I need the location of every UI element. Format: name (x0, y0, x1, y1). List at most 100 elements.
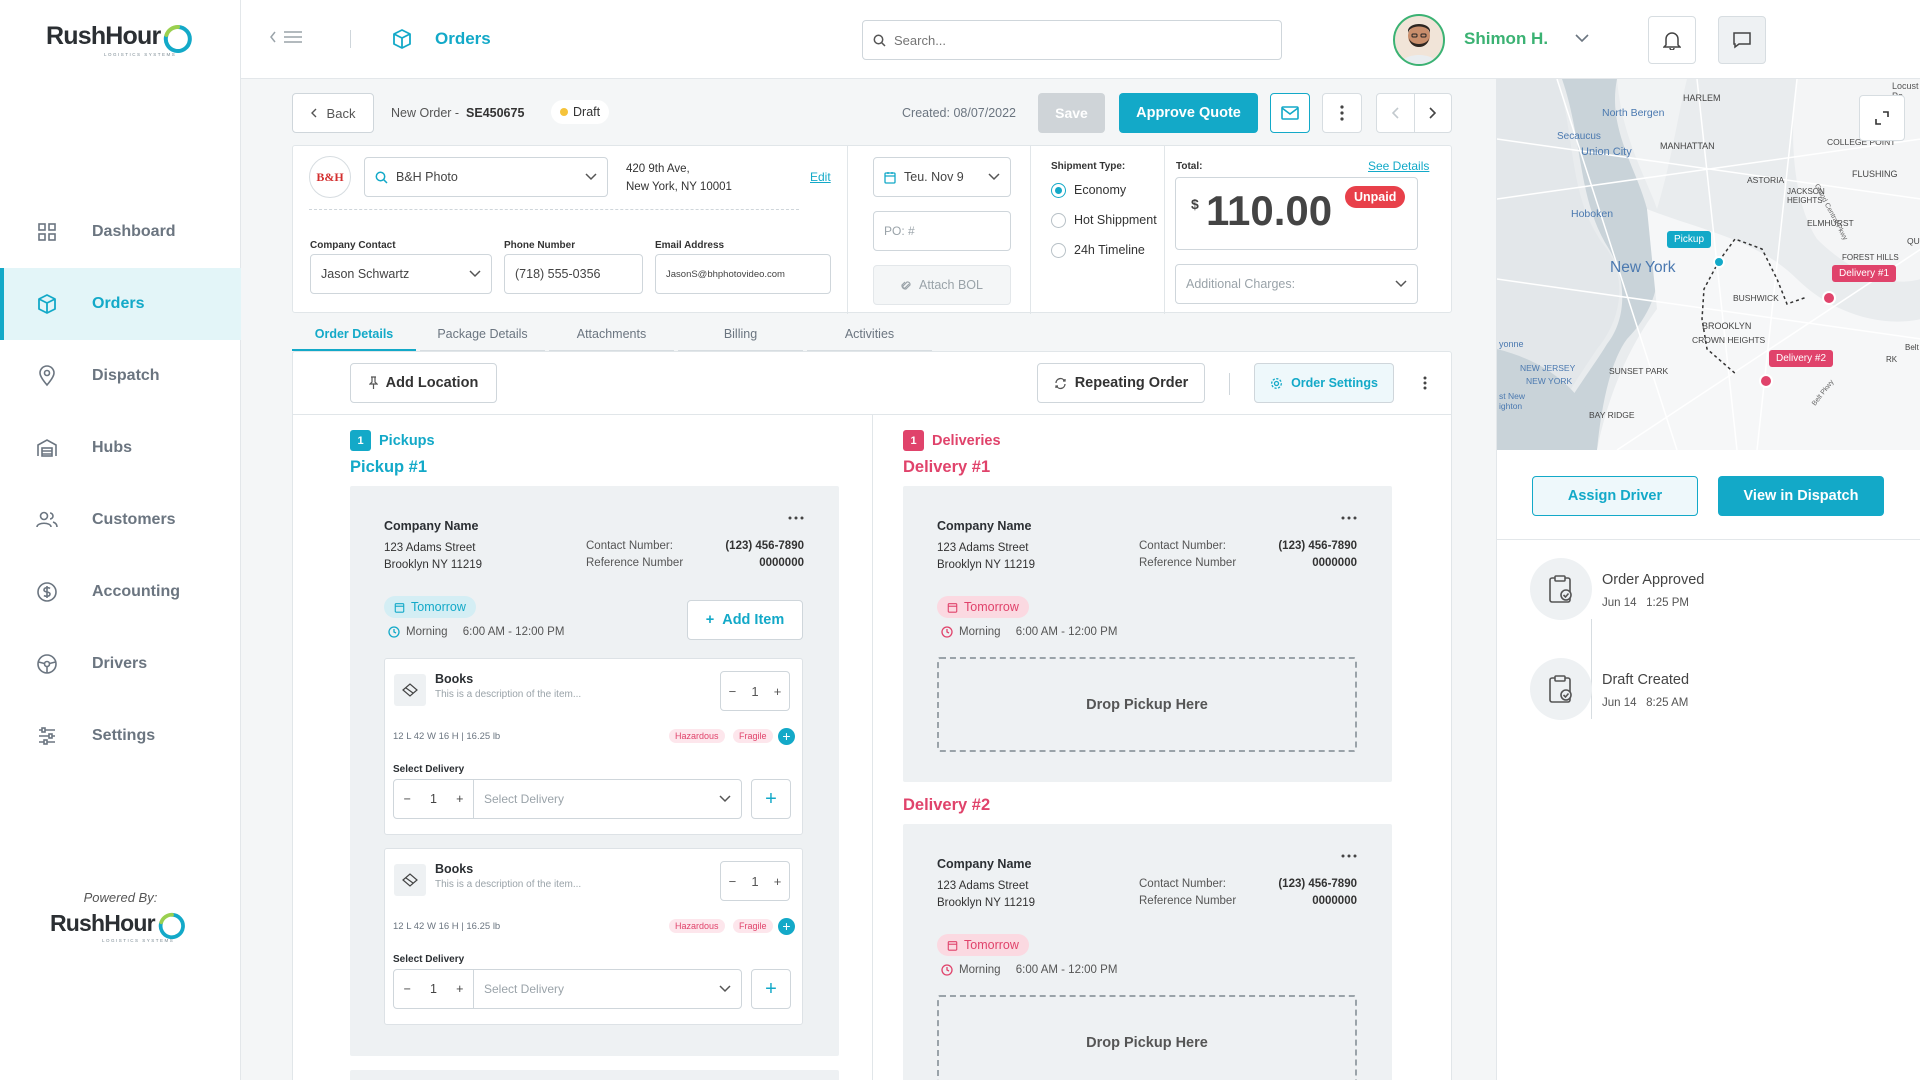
select-delivery-dropdown[interactable]: Select Delivery (484, 792, 565, 806)
select-delivery-field[interactable]: −1 + Select Delivery (393, 969, 742, 1009)
po-number-input[interactable]: PO: # (873, 211, 1011, 251)
add-item-button[interactable]: + Add Item (687, 600, 803, 640)
select-delivery-field[interactable]: −1 + Select Delivery (393, 779, 742, 819)
expand-map-button[interactable] (1859, 95, 1905, 141)
payment-status-badge: Unpaid (1345, 186, 1406, 208)
add-delivery-button[interactable]: + (751, 969, 791, 1009)
search-input[interactable] (894, 32, 1254, 48)
save-button[interactable]: Save (1038, 93, 1105, 133)
status-dot (560, 108, 568, 116)
sidebar-item-settings[interactable]: Settings (0, 700, 241, 772)
more-horizontal-icon[interactable] (788, 516, 804, 520)
date-select[interactable]: Teu. Nov 9 (873, 157, 1011, 197)
item-dimensions: 12 L 42 W 16 H | 16.25 lb (393, 731, 501, 742)
order-settings-button[interactable]: Order Settings (1254, 363, 1394, 403)
select-delivery-dropdown[interactable]: Select Delivery (484, 982, 565, 996)
package-icon (394, 674, 426, 706)
increment-button[interactable]: + (773, 683, 782, 699)
more-horizontal-icon[interactable] (1341, 516, 1357, 520)
sidebar-item-dispatch[interactable]: Dispatch (0, 340, 241, 412)
delivery-qty-stepper[interactable]: −1 + (394, 970, 474, 1008)
item-quantity-stepper[interactable]: −1 + (720, 671, 790, 711)
map-pin-delivery-1[interactable] (1822, 291, 1836, 305)
delivery-address: 123 Adams Street Brooklyn NY 11219 (937, 880, 1036, 909)
tab-activities[interactable]: Activities (807, 317, 932, 351)
tab-order-details[interactable]: Order Details (292, 317, 416, 351)
customer-select[interactable]: B&H Photo (364, 157, 608, 197)
fragile-tag: Fragile (733, 729, 773, 743)
view-in-dispatch-button[interactable]: View in Dispatch (1718, 476, 1884, 516)
sidebar-item-hubs[interactable]: Hubs (0, 412, 241, 484)
phone-field[interactable]: (718) 555-0356 (504, 254, 643, 294)
route-map[interactable]: Locust Po HARLEM North Bergen Secaucus C… (1497, 79, 1920, 450)
sidebar-item-orders[interactable]: Orders (0, 268, 241, 340)
delivery-card: Company Name 123 Adams Street Brooklyn NY… (903, 824, 1392, 1080)
radio-button[interactable] (1051, 243, 1066, 259)
map-pin-delivery-2[interactable] (1759, 374, 1773, 388)
pickups-count-badge: 1 (350, 430, 371, 451)
radio-button[interactable] (1051, 183, 1066, 199)
drop-zone[interactable]: Drop Pickup Here (937, 995, 1357, 1080)
delivery-contact-labels: Contact Number: Reference Number (1139, 878, 1237, 907)
pickup-item-card: Books This is a description of the item.… (384, 658, 803, 835)
created-date: Created: 08/07/2022 (902, 106, 1016, 120)
sidebar-item-dashboard[interactable]: Dashboard (0, 196, 241, 268)
radio-economy[interactable]: Economy (1051, 183, 1126, 199)
timeline-date: Jun 14 8:25 AM (1602, 697, 1689, 709)
drop-zone[interactable]: Drop Pickup Here (937, 657, 1357, 752)
delivery-company-name: Company Name (937, 519, 1032, 533)
brand-logo[interactable]: RushHour LOGISTICS SYSTEMS (46, 22, 206, 62)
add-tag-button[interactable]: + (778, 728, 795, 745)
edit-address-link[interactable]: Edit (810, 170, 831, 184)
email-button[interactable] (1270, 93, 1310, 133)
see-details-link[interactable]: See Details (1368, 159, 1430, 173)
collapse-sidebar-button[interactable] (269, 30, 303, 44)
notifications-button[interactable] (1648, 16, 1696, 64)
item-name: Books (435, 862, 474, 876)
item-quantity-stepper[interactable]: −1 + (720, 861, 790, 901)
sidebar-item-label: Dashboard (92, 223, 176, 240)
radio-hot-shipment[interactable]: Hot Shippment (1051, 213, 1157, 229)
back-button[interactable]: Back (292, 93, 374, 133)
previous-order-button[interactable] (1377, 94, 1415, 132)
attach-bol-button[interactable]: Attach BOL (873, 265, 1011, 305)
more-vertical-icon[interactable] (1423, 376, 1427, 390)
company-contact-select[interactable]: Jason Schwartz (310, 254, 492, 294)
avatar[interactable] (1393, 14, 1445, 66)
pin-icon (368, 376, 378, 389)
tab-package-details[interactable]: Package Details (420, 317, 545, 351)
add-location-button[interactable]: Add Location (350, 363, 497, 403)
map-pin-pickup[interactable] (1713, 256, 1725, 268)
approve-quote-button[interactable]: Approve Quote (1119, 93, 1258, 133)
pickup-contact-labels: Contact Number: Reference Number (586, 540, 684, 569)
radio-button[interactable] (1051, 213, 1066, 229)
email-field[interactable]: JasonS@bhphotovideo.com (655, 254, 831, 294)
tab-billing[interactable]: Billing (678, 317, 803, 351)
additional-charges-select[interactable]: Additional Charges: (1175, 264, 1418, 304)
delivery-qty-stepper[interactable]: −1 + (394, 780, 474, 818)
sidebar-item-label: Settings (92, 727, 156, 744)
assign-driver-button[interactable]: Assign Driver (1532, 476, 1698, 516)
decrement-button[interactable]: − (728, 683, 737, 699)
sidebar-item-customers[interactable]: Customers (0, 484, 241, 556)
tab-attachments[interactable]: Attachments (549, 317, 674, 351)
messages-button[interactable] (1718, 16, 1766, 64)
radio-24h-timeline[interactable]: 24h Timeline (1051, 243, 1145, 259)
add-delivery-button[interactable]: + (751, 779, 791, 819)
decrement-button[interactable]: − (728, 873, 737, 889)
chevron-down-icon[interactable] (1575, 34, 1589, 43)
add-tag-button[interactable]: + (778, 918, 795, 935)
repeating-order-button[interactable]: Repeating Order (1037, 363, 1205, 403)
map-label: yonne (1499, 339, 1524, 349)
item-dimensions: 12 L 42 W 16 H | 16.25 lb (393, 921, 501, 932)
more-horizontal-icon[interactable] (1341, 854, 1357, 858)
user-name[interactable]: Shimon H. (1464, 29, 1549, 48)
sidebar-item-accounting[interactable]: Accounting (0, 556, 241, 628)
pickup-address: 123 Adams Street Brooklyn NY 11219 (384, 542, 483, 571)
increment-button[interactable]: + (773, 873, 782, 889)
next-order-button[interactable] (1415, 94, 1452, 132)
chevron-left-icon (270, 31, 276, 43)
more-actions-button[interactable] (1322, 93, 1362, 133)
sidebar-item-drivers[interactable]: Drivers (0, 628, 241, 700)
map-label: Union City (1581, 146, 1632, 158)
